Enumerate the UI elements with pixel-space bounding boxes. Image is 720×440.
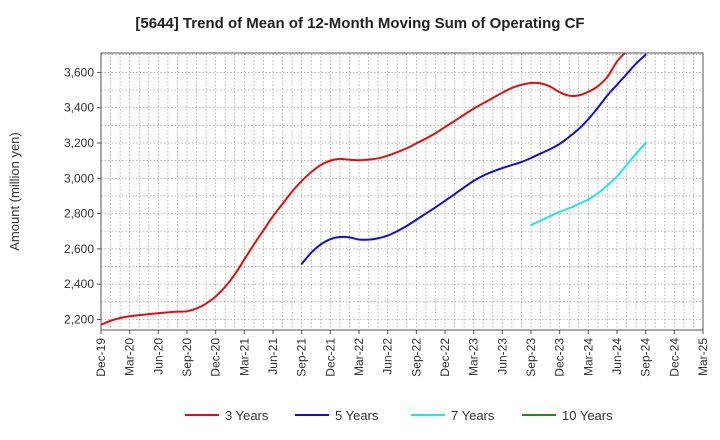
legend-label: 3 Years: [225, 408, 269, 423]
y-axis-label: Amount (million yen): [7, 132, 22, 251]
x-tick-label: Dec-21: [323, 338, 337, 377]
x-tick-label: Jun-22: [381, 338, 395, 375]
x-tick-label: Dec-24: [667, 338, 681, 377]
x-tick-label: Mar-25: [696, 338, 710, 376]
y-tick-label: 2,400: [64, 277, 94, 291]
series-line-7-years: [530, 141, 647, 227]
x-tick-label: Dec-19: [94, 338, 108, 377]
x-tick-label: Mar-21: [237, 338, 251, 376]
x-tick-label: Jun-21: [266, 338, 280, 375]
x-tick-label: Mar-23: [467, 338, 481, 376]
x-tick-label: Sep-20: [180, 338, 194, 377]
y-tick-label: 2,200: [64, 312, 94, 326]
x-tick-label: Mar-24: [581, 338, 595, 376]
x-tick-label: Sep-21: [295, 338, 309, 377]
y-tick-label: 3,600: [64, 65, 94, 79]
x-tick-label: Jun-23: [495, 338, 509, 375]
plot-area-frame: [100, 52, 704, 331]
x-tick-label: Sep-22: [409, 338, 423, 377]
x-tick-label: Jun-24: [610, 338, 624, 375]
chart-title: [5644] Trend of Mean of 12-Month Moving …: [135, 15, 584, 32]
x-tick-label: Sep-24: [639, 338, 653, 377]
x-tick-label: Mar-20: [123, 338, 137, 376]
series-line-3-years: [101, 53, 627, 326]
y-tick-label: 3,200: [64, 136, 94, 150]
series-line-5-years: [300, 53, 647, 265]
legend-label: 10 Years: [562, 408, 613, 423]
x-tick-label: Dec-20: [209, 338, 223, 377]
legend: 3 Years 5 Years 7 Years 10 Years: [185, 408, 613, 423]
x-tick-label: Jun-20: [151, 338, 165, 375]
y-tick-label: 3,400: [64, 101, 94, 115]
x-tick-label: Dec-23: [553, 338, 567, 377]
x-tick-label: Sep-23: [524, 338, 538, 377]
legend-label: 7 Years: [451, 408, 495, 423]
x-tick-label: Dec-22: [438, 338, 452, 377]
y-tick-label: 2,800: [64, 207, 94, 221]
series-lines: [101, 53, 647, 326]
grid: [101, 53, 703, 330]
y-tick-label: 3,000: [64, 171, 94, 185]
legend-label: 5 Years: [335, 408, 379, 423]
x-tick-label: Mar-22: [352, 338, 366, 376]
x-axis-ticks: Dec-19 Mar-20 Jun-20 Sep-20 Dec-20 Mar-21 Jun-…: [94, 330, 710, 377]
y-axis-ticks: 2,200 2,400 2,600 2,800 3,000 3,200 3,400 3,600: [64, 65, 101, 326]
y-tick-label: 2,600: [64, 242, 94, 256]
